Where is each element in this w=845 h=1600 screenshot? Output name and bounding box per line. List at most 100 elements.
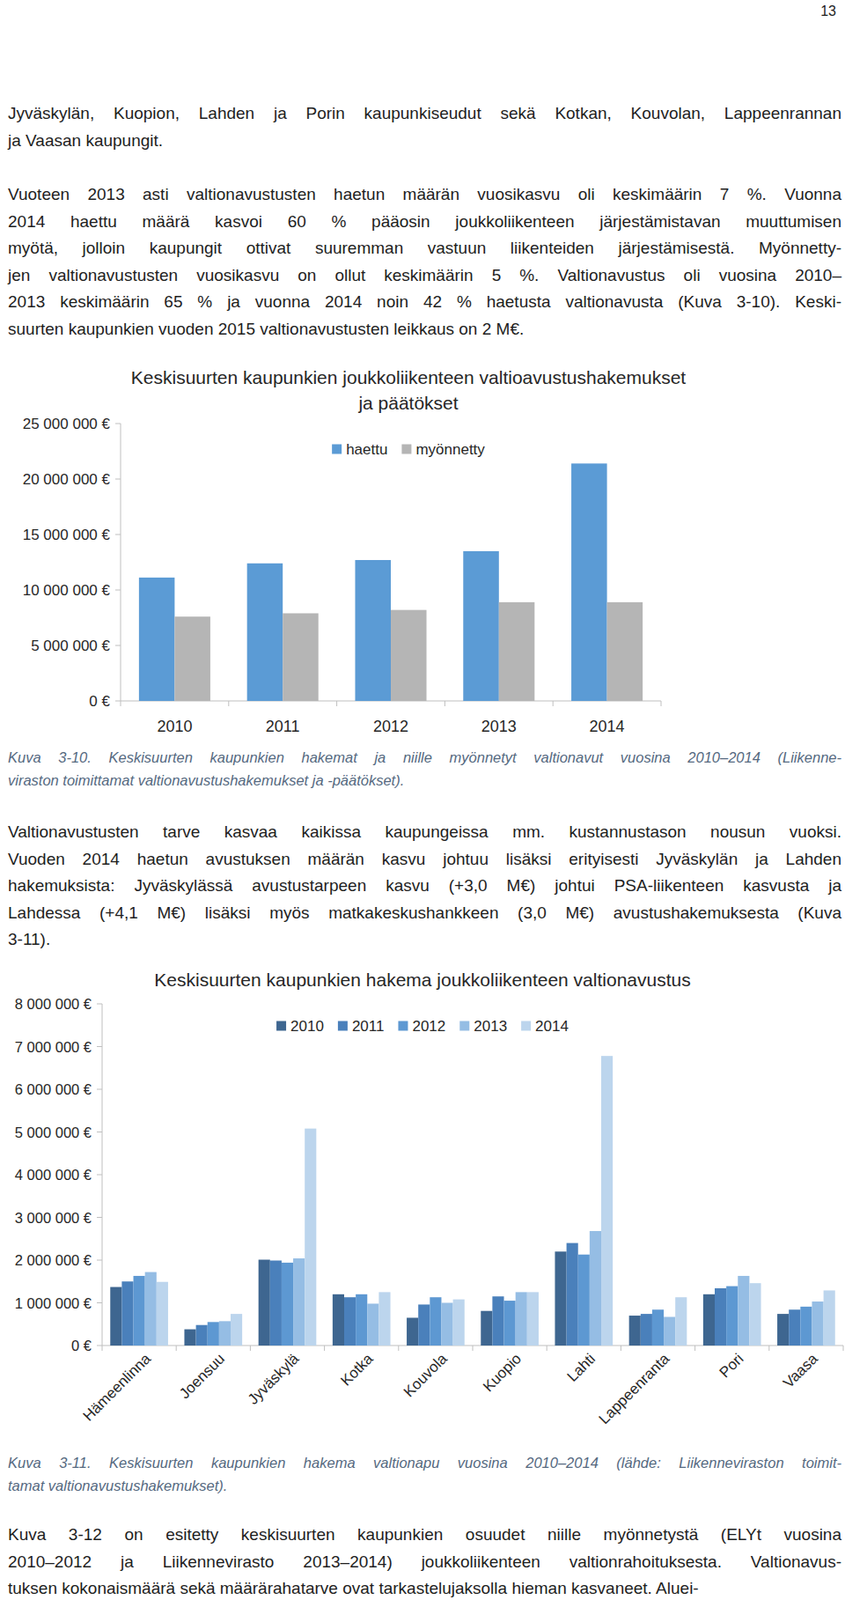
x-tick-label: 2013	[481, 717, 517, 735]
text-line: 3-11).	[7, 925, 842, 954]
text-line: ja Vaasan kaupungit.	[7, 127, 842, 155]
legend: 20102011201220132014	[276, 1017, 569, 1035]
caption: Kuva 3-11. Keskisuurten kaupunkien hakem…	[7, 1450, 842, 1497]
y-tick	[96, 1003, 103, 1005]
caption-line: Kuva 3-11. Keskisuurten kaupunkien hakem…	[7, 1450, 842, 1474]
y-tick	[96, 1131, 103, 1132]
bar	[304, 1128, 316, 1345]
y-tick	[115, 534, 121, 536]
text-line: suurten kaupunkien vuoden 2015 valtionav…	[7, 315, 842, 344]
x-tick	[843, 1344, 845, 1351]
y-tick	[96, 1259, 103, 1261]
x-tick	[227, 700, 229, 706]
bar	[258, 1259, 271, 1345]
bar	[207, 1321, 220, 1345]
legend: haettu myönnetty	[331, 440, 485, 458]
bar	[219, 1320, 231, 1345]
y-tick	[96, 1216, 103, 1218]
y-tick-label: 5 000 000 €	[30, 637, 111, 654]
bar	[480, 1310, 493, 1345]
legend-label: haettu	[345, 440, 388, 458]
x-tick-label: Vaasa	[779, 1349, 822, 1391]
x-tick	[102, 1344, 103, 1351]
x-tick-label: 2012	[373, 717, 409, 735]
x-tick	[176, 1344, 177, 1351]
bars	[110, 1055, 835, 1345]
text-line: hakemuksista: Jyväskylässä avustustarpee…	[7, 872, 842, 900]
y-tick-label: 10 000 000 €	[22, 581, 111, 599]
text-line: Valtionavustusten tarve kasvaa kaikissa …	[7, 818, 842, 846]
legend-label: 2011	[352, 1017, 385, 1035]
bar	[499, 602, 536, 701]
bar	[675, 1296, 687, 1345]
x-tick-label: Pori	[716, 1349, 748, 1381]
x-tick	[546, 1344, 548, 1351]
bar	[293, 1257, 305, 1345]
bar	[578, 1254, 590, 1345]
bar	[139, 577, 176, 701]
caption-line: viraston toimittamat valtionavustushakem…	[7, 768, 842, 792]
x-tick	[397, 1344, 399, 1351]
y-tick	[96, 1301, 103, 1303]
paragraph: Vuoteen 2013 asti valtionavustusten haet…	[7, 181, 842, 343]
y-tick-label: 6 000 000 €	[14, 1080, 92, 1097]
y-tick-label: 1 000 000 €	[14, 1294, 92, 1311]
bar	[527, 1291, 539, 1345]
x-tick-label: Hämeenlinna	[80, 1349, 155, 1425]
legend-swatch	[401, 444, 412, 455]
bar	[788, 1308, 801, 1345]
y-tick	[96, 1344, 103, 1346]
bar	[440, 1302, 453, 1346]
legend-swatch	[521, 1021, 531, 1031]
bar	[607, 602, 644, 701]
legend-label: myönnetty	[415, 440, 485, 458]
text-line: jen valtionavustusten vuosikasvu on ollu…	[7, 262, 842, 290]
bar	[390, 609, 427, 701]
bar	[367, 1302, 379, 1345]
y-tick	[115, 589, 121, 591]
y-tick-label: 8 000 000 €	[14, 995, 92, 1012]
bar	[504, 1300, 516, 1345]
legend-swatch	[276, 1021, 287, 1031]
bar	[566, 1242, 579, 1345]
x-tick-label: Lappeenranta	[595, 1349, 674, 1427]
bar	[230, 1313, 243, 1345]
x-tick-label: Kotka	[337, 1349, 377, 1389]
bar	[492, 1295, 504, 1345]
legend-swatch	[338, 1021, 348, 1031]
bar	[110, 1286, 122, 1345]
paragraph: Valtionavustusten tarve kasvaa kaikissa …	[7, 818, 842, 954]
x-tick-label: Joensuu	[176, 1349, 228, 1402]
bar	[270, 1259, 282, 1345]
bar	[571, 462, 608, 701]
bar	[344, 1296, 356, 1345]
bar	[378, 1291, 390, 1345]
bar	[183, 1329, 196, 1345]
bar	[663, 1316, 676, 1345]
x-tick-label: Kuopio	[479, 1349, 525, 1395]
y-tick	[96, 1174, 103, 1176]
legend-label: 2014	[535, 1017, 569, 1035]
bar	[749, 1282, 761, 1345]
y-tick-label: 5 000 000 €	[14, 1124, 92, 1140]
text-line: 2010–2012 ja Liikennevirasto 2013–2014) …	[7, 1548, 842, 1576]
text-line: 2013 keskimäärin 65 % ja vuonna 2014 noi…	[7, 288, 842, 316]
x-tick	[472, 1344, 474, 1351]
bar	[726, 1285, 738, 1345]
y-tick	[115, 645, 121, 647]
bar	[247, 563, 284, 701]
y-tick-label: 20 000 000 €	[22, 470, 111, 488]
page-number: 13	[820, 3, 837, 20]
y-tick	[115, 423, 121, 425]
x-tick	[323, 1344, 325, 1351]
x-tick-label: Lahti	[564, 1349, 600, 1385]
bar	[629, 1315, 641, 1345]
legend-swatch	[331, 444, 342, 455]
bar	[554, 1250, 566, 1345]
bar	[515, 1291, 528, 1345]
bar	[589, 1230, 602, 1345]
bar	[429, 1296, 441, 1345]
bar	[777, 1313, 789, 1345]
bar	[811, 1300, 823, 1345]
y-axis	[120, 423, 122, 701]
